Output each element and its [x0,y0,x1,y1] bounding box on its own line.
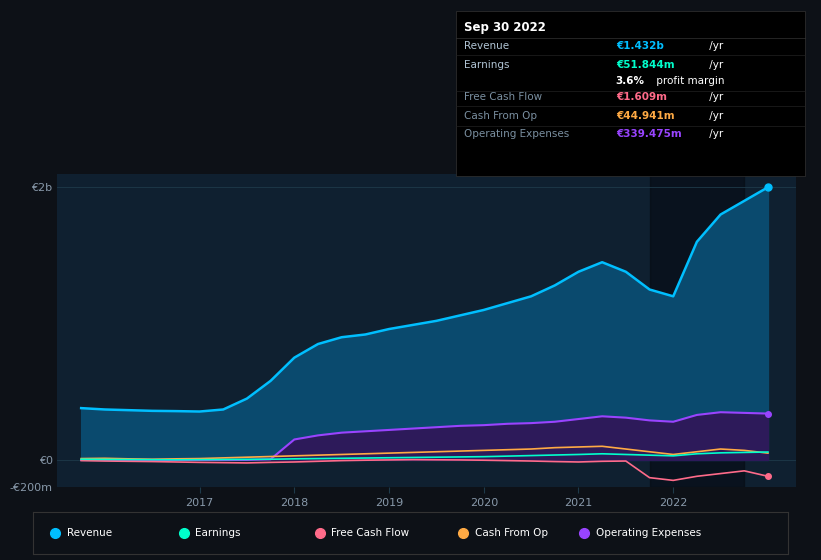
Text: €339.475m: €339.475m [616,129,681,139]
Text: Revenue: Revenue [67,529,112,538]
Text: Cash From Op: Cash From Op [464,111,537,122]
Text: /yr: /yr [706,92,723,102]
Text: €1.609m: €1.609m [616,92,667,102]
Bar [649,174,745,487]
Text: Free Cash Flow: Free Cash Flow [331,529,410,538]
Text: 3.6%: 3.6% [616,76,644,86]
Text: /yr: /yr [706,129,723,139]
Text: profit margin: profit margin [653,76,724,86]
Text: /yr: /yr [706,111,723,122]
Text: €51.844m: €51.844m [616,60,674,71]
Text: Sep 30 2022: Sep 30 2022 [464,21,546,34]
Text: €1.432b: €1.432b [616,41,663,51]
Text: Earnings: Earnings [464,60,509,71]
Text: /yr: /yr [706,41,723,51]
Text: /yr: /yr [706,60,723,71]
Text: Operating Expenses: Operating Expenses [464,129,569,139]
Text: Operating Expenses: Operating Expenses [595,529,701,538]
Text: Earnings: Earnings [195,529,241,538]
Text: Cash From Op: Cash From Op [475,529,548,538]
Text: Free Cash Flow: Free Cash Flow [464,92,542,102]
Text: Revenue: Revenue [464,41,509,51]
Text: €44.941m: €44.941m [616,111,674,122]
